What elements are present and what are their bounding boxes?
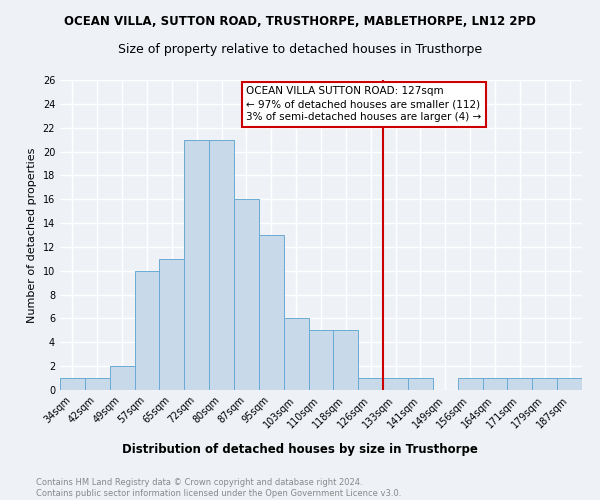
Text: Contains HM Land Registry data © Crown copyright and database right 2024.
Contai: Contains HM Land Registry data © Crown c… <box>36 478 401 498</box>
Bar <box>557 378 582 390</box>
Bar <box>334 330 358 390</box>
Bar <box>508 378 532 390</box>
Bar <box>134 271 160 390</box>
Y-axis label: Number of detached properties: Number of detached properties <box>27 148 37 322</box>
Bar <box>458 378 482 390</box>
Bar <box>482 378 508 390</box>
Bar <box>160 259 184 390</box>
Bar <box>259 235 284 390</box>
Bar <box>284 318 308 390</box>
Text: Distribution of detached houses by size in Trusthorpe: Distribution of detached houses by size … <box>122 442 478 456</box>
Text: Size of property relative to detached houses in Trusthorpe: Size of property relative to detached ho… <box>118 42 482 56</box>
Bar <box>60 378 85 390</box>
Bar <box>85 378 110 390</box>
Text: OCEAN VILLA SUTTON ROAD: 127sqm
← 97% of detached houses are smaller (112)
3% of: OCEAN VILLA SUTTON ROAD: 127sqm ← 97% of… <box>247 86 482 122</box>
Bar <box>209 140 234 390</box>
Bar <box>308 330 334 390</box>
Bar <box>383 378 408 390</box>
Bar <box>532 378 557 390</box>
Bar <box>358 378 383 390</box>
Bar <box>184 140 209 390</box>
Text: OCEAN VILLA, SUTTON ROAD, TRUSTHORPE, MABLETHORPE, LN12 2PD: OCEAN VILLA, SUTTON ROAD, TRUSTHORPE, MA… <box>64 15 536 28</box>
Bar <box>234 199 259 390</box>
Bar <box>110 366 134 390</box>
Bar <box>408 378 433 390</box>
